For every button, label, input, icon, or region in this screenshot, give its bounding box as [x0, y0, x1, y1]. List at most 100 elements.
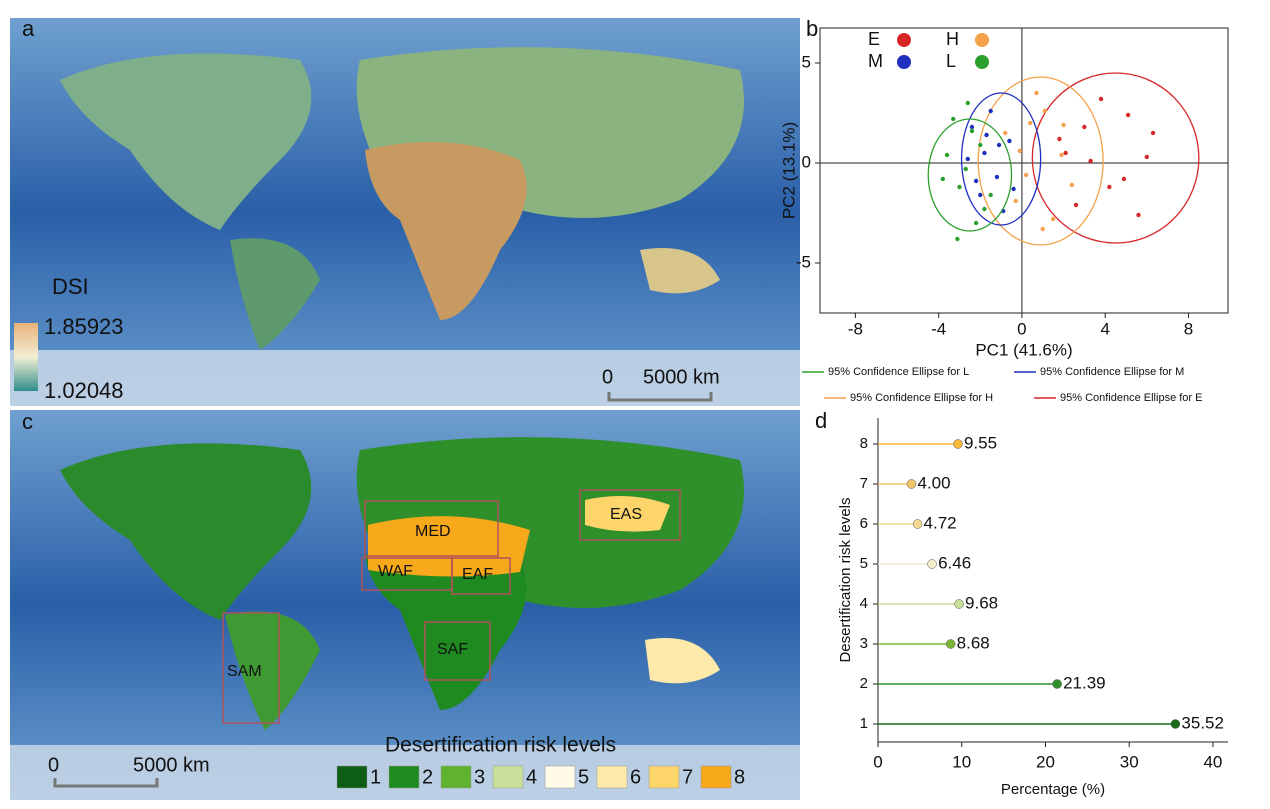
value-label: 9.55 — [964, 433, 997, 452]
point — [1057, 136, 1062, 142]
legend-marker — [897, 55, 911, 69]
region-label: WAF — [378, 563, 413, 580]
region-label: SAM — [227, 663, 262, 680]
point — [988, 192, 993, 198]
dot — [1170, 719, 1181, 729]
scale-end: 5000 km — [643, 366, 720, 388]
value-label: 4.72 — [924, 513, 957, 532]
region-boxes — [222, 489, 681, 724]
map-a: a DSI 1.85923 1.02048 0 5000 km — [10, 16, 800, 406]
x-tick-label: 10 — [952, 752, 971, 771]
legend-marker — [975, 55, 989, 69]
legend-swatch — [336, 765, 368, 789]
point — [1150, 130, 1156, 136]
point — [955, 236, 960, 242]
x-tick-label: 40 — [1203, 752, 1222, 771]
point — [1073, 202, 1079, 208]
region-box — [222, 612, 280, 724]
legend-swatch — [388, 765, 420, 789]
scale-bar — [53, 778, 159, 788]
point — [940, 176, 946, 182]
point — [1121, 176, 1127, 182]
legend-label: 1 — [370, 766, 381, 788]
plot-frame — [819, 27, 1229, 314]
point — [1059, 152, 1064, 158]
legend-label: E — [868, 29, 880, 49]
point — [1011, 186, 1016, 192]
legend-title: Desertification risk levels — [385, 734, 616, 757]
value-label: 4.00 — [917, 473, 950, 492]
point — [1050, 216, 1056, 222]
point — [1003, 130, 1008, 136]
antarctica — [10, 350, 800, 406]
panel-label: d — [815, 408, 827, 433]
legend-label: L — [946, 51, 956, 71]
point — [1144, 154, 1150, 160]
point — [1017, 148, 1023, 154]
map-c: c MED EAS WAF EAF SAF SAM Desertificatio… — [10, 409, 800, 800]
legend-label: 6 — [630, 766, 641, 788]
legend-swatch — [440, 765, 472, 789]
legend-swatch — [596, 765, 628, 789]
point — [988, 108, 993, 114]
scale-start: 0 — [602, 366, 613, 388]
region-label: MED — [415, 523, 451, 540]
level-legend: 1 2 3 4 5 6 7 8 — [336, 765, 745, 789]
y-tick-label: 1 — [860, 715, 868, 732]
y-axis-label: Desertification risk levels — [837, 497, 854, 662]
point — [1063, 150, 1068, 156]
y-tick-label: 3 — [860, 635, 868, 652]
x-tick-label: -4 — [931, 319, 946, 338]
x-tick-label: 4 — [1100, 319, 1109, 338]
point — [1082, 124, 1087, 130]
land — [230, 238, 320, 350]
point — [963, 166, 968, 172]
legend-marker — [897, 33, 911, 47]
dot — [912, 519, 923, 529]
point — [944, 152, 950, 158]
scale-bar — [607, 392, 713, 402]
land — [368, 516, 530, 577]
point — [965, 100, 970, 106]
y-tick-label: 8 — [860, 435, 868, 452]
region-label: EAS — [610, 506, 642, 523]
point — [1061, 122, 1066, 128]
region-label: SAF — [437, 641, 468, 658]
land — [640, 248, 720, 294]
region-label: EAF — [462, 566, 493, 583]
region-box — [364, 500, 499, 557]
point — [1107, 184, 1112, 190]
value-label: 35.52 — [1181, 713, 1224, 732]
point — [969, 128, 975, 134]
dot — [954, 599, 964, 609]
point — [973, 178, 979, 184]
land — [225, 611, 320, 730]
value-label: 8.68 — [957, 633, 990, 652]
dot — [906, 479, 917, 489]
region-box — [451, 557, 511, 595]
y-tick-label: 5 — [802, 52, 811, 71]
point — [965, 156, 970, 162]
x-tick-label: -8 — [848, 319, 863, 338]
land — [60, 53, 312, 231]
land — [585, 496, 670, 532]
land — [365, 142, 527, 320]
point — [1098, 96, 1104, 102]
y-tick-label: 2 — [860, 675, 868, 692]
x-tick-label: 0 — [1017, 319, 1026, 338]
y-tick-label: 0 — [802, 152, 811, 171]
legend-label: 95% Confidence Ellipse for E — [1060, 392, 1202, 404]
land — [60, 443, 312, 620]
point — [994, 174, 1000, 180]
panel-label: b — [806, 16, 818, 41]
y-axis-label: PC2 (13.1%) — [779, 122, 798, 219]
confidence-ellipse — [1031, 72, 1200, 244]
legend-label: 8 — [734, 766, 745, 788]
y-tick-label: 7 — [860, 475, 868, 492]
scale-start: 0 — [48, 754, 59, 776]
x-axis-label: PC1 (41.6%) — [975, 340, 1072, 359]
legend-swatch — [700, 765, 732, 789]
dot — [927, 559, 937, 569]
point — [978, 142, 983, 148]
